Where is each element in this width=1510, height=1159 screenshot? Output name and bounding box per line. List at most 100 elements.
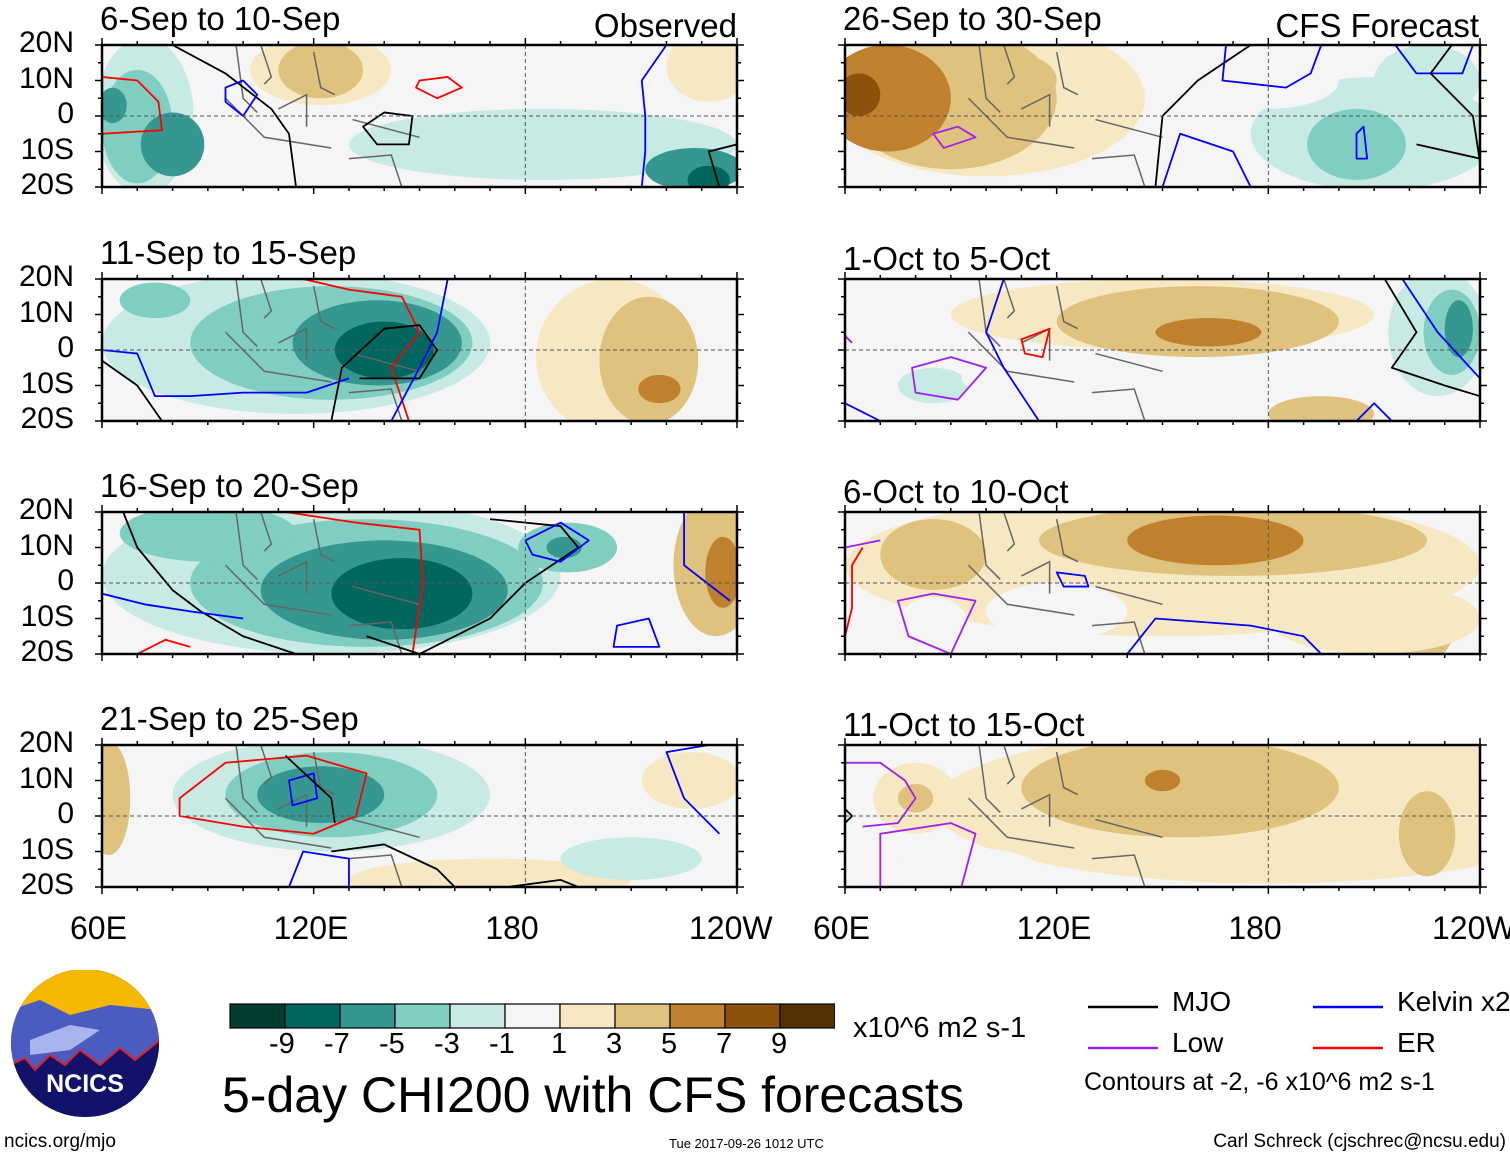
coastline (967, 45, 1163, 187)
chi-anomaly-area (845, 45, 951, 152)
coastline (967, 512, 1163, 654)
wave-contour (122, 512, 297, 654)
lat-label: 10N (18, 61, 74, 95)
colorbar (229, 1003, 835, 1029)
legend-label: Low (1172, 1027, 1224, 1058)
coastline (224, 45, 420, 187)
colorbar-swatch (724, 1003, 781, 1029)
chi-anomaly-area (845, 73, 881, 116)
chi-anomaly-area (638, 374, 681, 404)
coastline (224, 279, 420, 421)
wave-contour (845, 402, 881, 421)
chi-anomaly-area (641, 752, 737, 809)
coastline (224, 512, 420, 654)
lat-label: 10N (18, 528, 74, 562)
chi-anomaly-area (1144, 769, 1181, 792)
lat-label: 10S (20, 599, 74, 633)
panel-tag: CFS Forecast (1275, 7, 1479, 44)
lat-label: 10S (20, 832, 74, 866)
colorbar-tick-label: 9 (771, 1028, 788, 1060)
colorbar-tick-label: -9 (269, 1028, 295, 1060)
lat-label: 0 (57, 97, 74, 130)
chi-anomaly-area (666, 45, 737, 102)
wave-contour (102, 76, 163, 135)
wave-contour (932, 125, 977, 149)
wave-contour (224, 79, 259, 117)
chi-anomaly-area (1398, 791, 1456, 877)
lat-label: 10N (18, 295, 74, 329)
wave-contour (415, 76, 463, 100)
colorbar-tick-label: 3 (606, 1028, 623, 1060)
wave-contour (136, 638, 191, 654)
lon-label: 180 (1228, 910, 1282, 946)
chi-anomaly-area (1155, 318, 1262, 347)
lat-label: 10S (20, 366, 74, 400)
colorbar-units: x10^6 m2 s-1 (853, 1012, 1027, 1044)
chi-anomaly-area (880, 519, 987, 591)
svg-text:NCICS: NCICS (46, 1070, 124, 1098)
wave-contour (102, 592, 244, 620)
chi-anomaly-area (986, 55, 1057, 106)
colorbar-swatch (394, 1003, 451, 1029)
legend-label: MJO (1172, 986, 1232, 1017)
lon-label: 60E (813, 910, 870, 946)
map-panel (838, 38, 1487, 194)
lat-label: 20N (18, 26, 74, 59)
chi-anomaly-area (1374, 45, 1480, 116)
chi-anomaly-area (546, 536, 582, 559)
colorbar-swatch (614, 1003, 671, 1029)
colorbar-swatch (504, 1003, 561, 1029)
chi-anomaly-area (140, 112, 205, 177)
wave-contour (683, 512, 731, 602)
wave-contour (612, 617, 661, 648)
map-panel (95, 738, 744, 894)
colorbar-tick-label: 1 (551, 1028, 568, 1060)
panel-title: 6-Sep to 10-Sep (100, 0, 341, 37)
lat-label: 20N (18, 726, 74, 759)
chi-anomaly-area (599, 296, 699, 421)
wave-contour (1401, 279, 1480, 380)
panel-tag: Observed (593, 7, 737, 44)
legend-label: Kelvin x2 (1397, 986, 1510, 1017)
lon-label: 120E (273, 910, 349, 946)
colorbar-tick-label: -1 (489, 1028, 515, 1060)
colorbar-swatch (449, 1003, 506, 1029)
wave-contour (1429, 45, 1480, 163)
wave-contour (897, 592, 977, 654)
lat-label: 10S (20, 132, 74, 166)
map-panel (838, 505, 1487, 661)
wave-contour (330, 324, 439, 421)
lat-label: 20S (20, 635, 74, 668)
wave-contour (1161, 132, 1252, 187)
wave-contour (707, 143, 737, 187)
panel-title: 21-Sep to 25-Sep (100, 700, 359, 737)
lat-label: 0 (57, 331, 74, 364)
wave-contour (1383, 279, 1480, 398)
wave-contour (172, 45, 297, 187)
wave-contour (390, 279, 449, 421)
lon-label: 120E (1016, 910, 1092, 946)
wave-contour (1394, 45, 1474, 75)
footer-timestamp: Tue 2017-09-26 1012 UTC (669, 1136, 824, 1151)
colorbar-tick-label: -7 (324, 1028, 350, 1060)
chi-anomaly-area (1268, 396, 1375, 421)
wave-contour (288, 850, 350, 887)
chi-anomaly-area (348, 108, 737, 180)
footer-author: Carl Schreck (cjschrec@ncsu.edu) (1213, 1131, 1506, 1152)
legend-line (1088, 1046, 1158, 1050)
chi-anomaly-area (897, 597, 969, 654)
panel-title: 26-Sep to 30-Sep (843, 0, 1102, 37)
lat-label: 20S (20, 168, 74, 201)
chi-anomaly-area (1021, 745, 1339, 838)
map-panel (838, 738, 1487, 894)
chi-anomaly-area (278, 45, 364, 99)
chi-anomaly-area (102, 87, 127, 124)
ncics-logo: NCICS (11, 970, 159, 1117)
chi-anomaly-area (119, 512, 297, 562)
wave-contour (102, 349, 350, 398)
legend-line (1313, 1046, 1383, 1050)
chi-anomaly-area (687, 165, 730, 187)
legend-line (1088, 1005, 1158, 1009)
colorbar-tick-label: 7 (716, 1028, 733, 1060)
chi-anomaly-area (897, 367, 969, 404)
